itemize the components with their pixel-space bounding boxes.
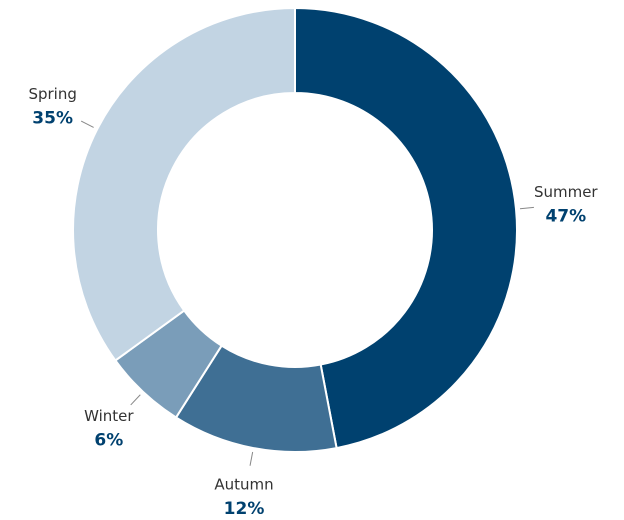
slice-label: Spring [28,85,76,103]
donut-slice [72,6,296,362]
slice-value: 47% [545,206,586,226]
slice-label: Autumn [214,476,273,494]
slice-label: Winter [84,407,134,425]
slice-label: Summer [534,183,598,201]
slice-value: 12% [224,499,265,519]
slice-value: 35% [32,109,73,129]
leader-line [80,120,94,128]
slice-value: 6% [94,430,123,450]
leader-line [130,394,141,406]
donut-slice [294,6,518,450]
leader-line [519,206,534,210]
leader-line [249,451,254,466]
